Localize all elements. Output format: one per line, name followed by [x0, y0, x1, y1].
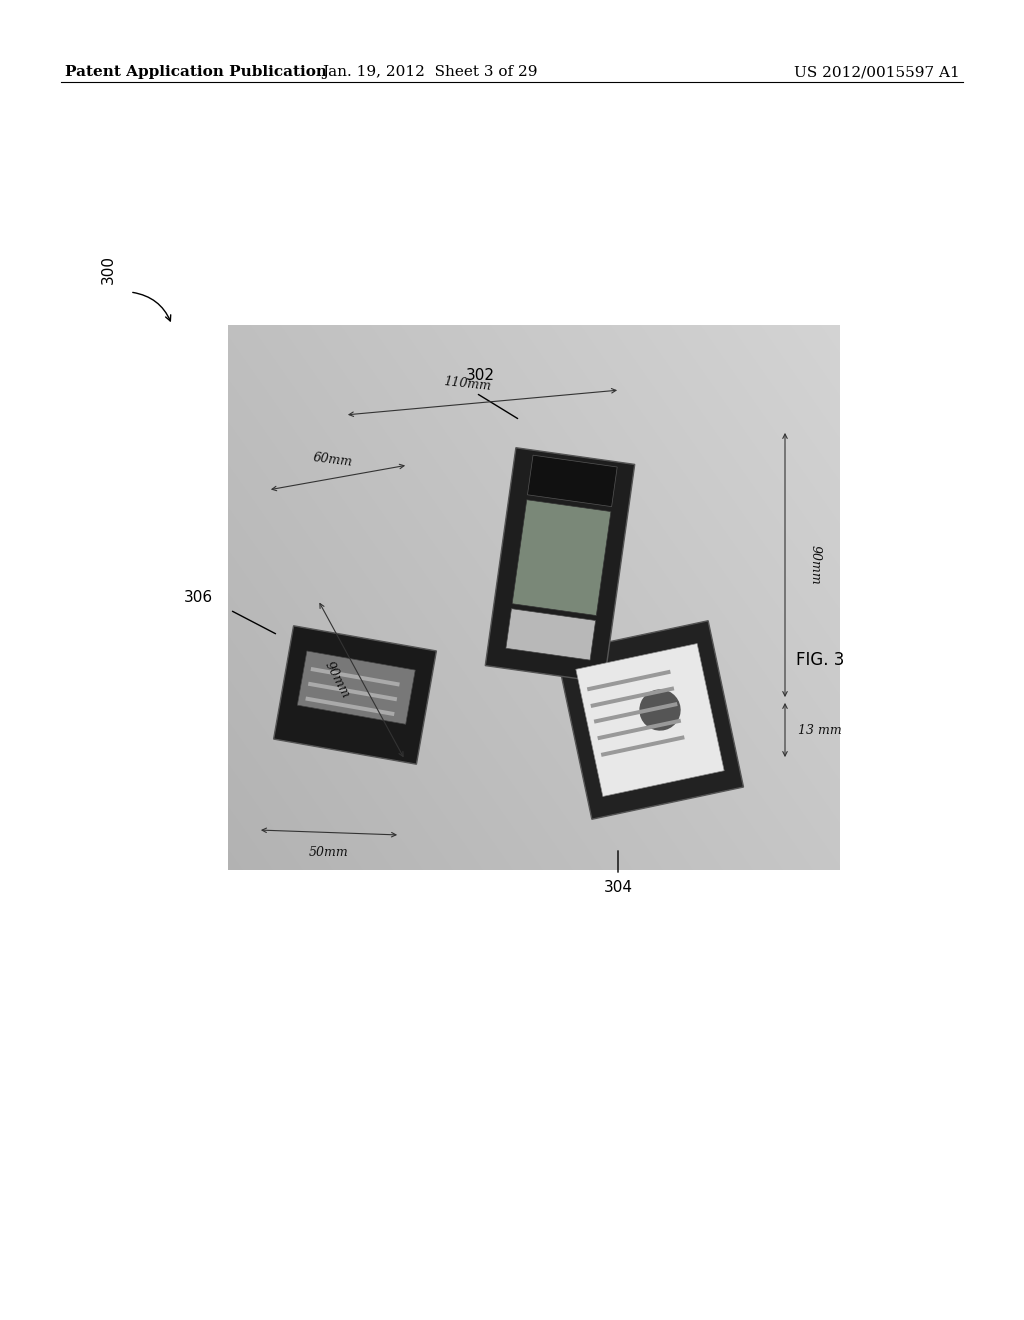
Bar	[601, 735, 685, 756]
Text: 300: 300	[100, 256, 116, 285]
Text: US 2012/0015597 A1: US 2012/0015597 A1	[795, 65, 961, 79]
Bar	[273, 626, 436, 764]
Text: 90mm: 90mm	[809, 545, 821, 585]
Bar	[506, 609, 596, 660]
Bar	[575, 644, 724, 796]
Text: Jan. 19, 2012  Sheet 3 of 29: Jan. 19, 2012 Sheet 3 of 29	[323, 65, 538, 79]
Text: 306: 306	[183, 590, 213, 606]
Bar	[527, 455, 617, 507]
Bar	[591, 686, 675, 708]
Text: 110mm: 110mm	[443, 375, 492, 393]
Bar	[305, 697, 394, 715]
Bar	[512, 500, 611, 615]
Text: 13 mm: 13 mm	[798, 723, 842, 737]
Bar	[597, 718, 681, 741]
Bar	[308, 681, 397, 701]
Bar	[228, 325, 840, 870]
Text: 90mm: 90mm	[322, 660, 351, 701]
Text: 302: 302	[466, 367, 495, 383]
Text: 304: 304	[603, 880, 633, 895]
Bar	[556, 620, 743, 820]
Bar	[587, 669, 671, 692]
Bar	[485, 447, 635, 682]
Text: 50mm: 50mm	[309, 846, 349, 859]
Text: Patent Application Publication: Patent Application Publication	[65, 65, 327, 79]
Bar	[310, 667, 399, 686]
Bar	[594, 702, 678, 723]
Bar	[297, 651, 416, 725]
Text: FIG. 3: FIG. 3	[796, 651, 844, 669]
Text: 60mm: 60mm	[312, 450, 353, 469]
Polygon shape	[640, 690, 680, 730]
